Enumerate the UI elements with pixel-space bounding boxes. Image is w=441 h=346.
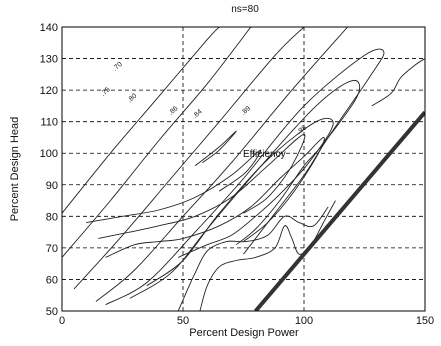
contour-value-label: .75 bbox=[100, 86, 112, 98]
y-tick-label: 90 bbox=[46, 180, 58, 192]
y-tick-label: 60 bbox=[46, 274, 58, 286]
y-tick-label: 70 bbox=[46, 243, 58, 255]
y-tick-label: 100 bbox=[40, 148, 58, 160]
y-tick-label: 130 bbox=[40, 54, 58, 66]
contour-lines bbox=[62, 27, 425, 311]
contour-line bbox=[62, 27, 252, 258]
contour-line bbox=[95, 27, 348, 302]
y-axis-label: Percent Design Head bbox=[9, 117, 21, 222]
contour-value-label: .86 bbox=[168, 105, 180, 117]
contour-value-label: .84 bbox=[192, 108, 204, 120]
y-tick-label: 50 bbox=[46, 306, 58, 318]
plot-frame bbox=[61, 26, 426, 312]
contour-value-label: .89 bbox=[240, 105, 252, 117]
contour-line bbox=[62, 27, 220, 214]
contour-line bbox=[177, 206, 329, 311]
x-axis-label: Percent Design Power bbox=[189, 327, 299, 339]
contour-value-label: .98 bbox=[296, 124, 308, 136]
contour-line bbox=[98, 133, 306, 239]
y-tick-label: 110 bbox=[40, 117, 58, 129]
x-tick-label: 150 bbox=[416, 315, 434, 327]
x-tick-label: 0 bbox=[59, 315, 65, 327]
contour-line bbox=[105, 48, 385, 306]
y-tick-label: 140 bbox=[40, 22, 58, 34]
contour-line bbox=[86, 149, 262, 224]
operating-limit-line bbox=[254, 110, 425, 311]
x-tick-label: 50 bbox=[177, 315, 189, 327]
contour-line bbox=[371, 58, 425, 107]
contour-line bbox=[73, 27, 305, 290]
contour-line bbox=[194, 130, 237, 167]
chart-title: ns=80 bbox=[231, 4, 259, 15]
y-tick-label: 80 bbox=[46, 211, 58, 223]
limit-line bbox=[254, 110, 425, 311]
contour-line bbox=[105, 136, 325, 258]
contour-value-label: .70 bbox=[112, 61, 124, 73]
contour-labels: .70 .75 .80 .86 .84 .89 .98 bbox=[100, 61, 308, 136]
contour-value-label: .80 bbox=[126, 92, 138, 104]
y-tick-label: 120 bbox=[40, 85, 58, 97]
contour-line bbox=[146, 117, 334, 287]
efficiency-annotation: Efficiency bbox=[243, 149, 286, 160]
x-tick-label: 100 bbox=[295, 315, 313, 327]
